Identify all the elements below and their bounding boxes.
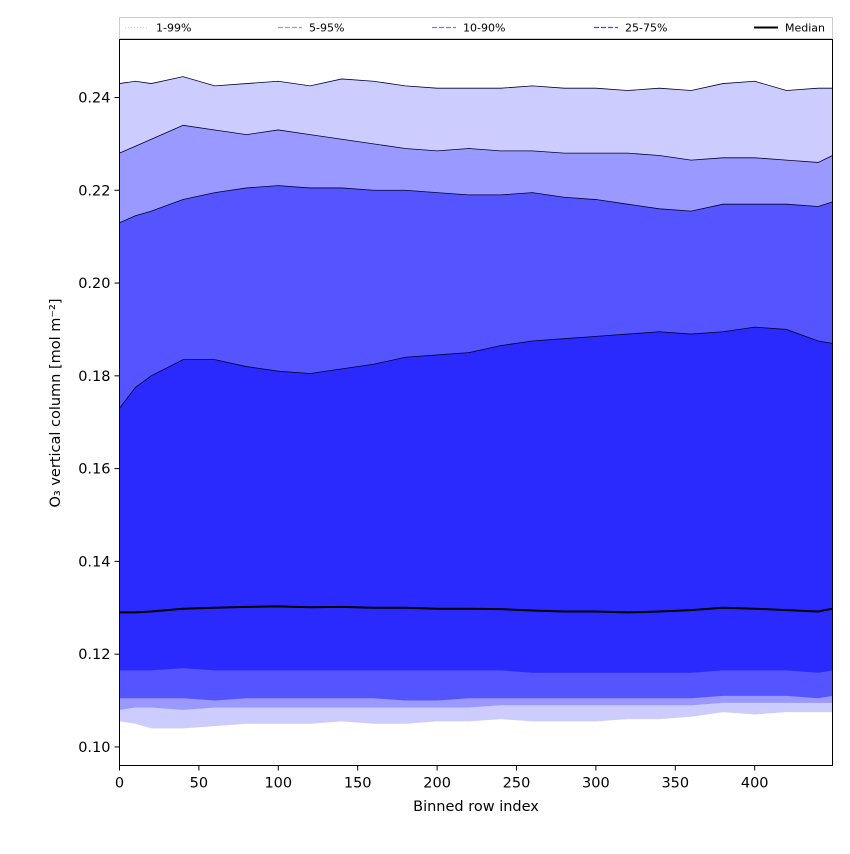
y-tick-label: 0.16	[78, 462, 110, 478]
x-tick-label: 100	[264, 776, 292, 792]
lines-layer	[119, 76, 833, 614]
y-tick-label: 0.24	[78, 90, 110, 106]
legend-box	[119, 17, 833, 39]
y-tick-label: 0.20	[78, 276, 110, 292]
bands-layer	[119, 76, 833, 729]
y-tick-label: 0.18	[78, 369, 110, 385]
y-tick-label: 0.22	[78, 183, 110, 199]
x-tick-label: 350	[661, 776, 689, 792]
band-upper-edge-5-95pct	[119, 124, 833, 163]
legend: 1-99% 5-95% 10-90% 25-75% Median	[119, 17, 833, 39]
y-axis: 0.10 0.12 0.14 0.16 0.18 0.20 0.22 0.24	[78, 90, 120, 756]
x-tick-label: 0	[115, 776, 124, 792]
x-axis: 0 50 100 150 200 250 300 350 400	[115, 765, 769, 792]
legend-label: 5-95%	[309, 22, 344, 35]
y-tick-label: 0.10	[78, 740, 110, 756]
y-tick-label: 0.14	[78, 554, 110, 570]
x-tick-label: 300	[582, 776, 610, 792]
band-25-75pct	[119, 327, 833, 673]
y-tick-label: 0.12	[78, 647, 110, 663]
x-tick-label: 400	[741, 776, 769, 792]
band-upper-edge-10-90pct	[119, 185, 833, 224]
legend-label: 10-90%	[463, 22, 505, 35]
legend-label: Median	[785, 22, 825, 35]
legend-label: 25-75%	[625, 22, 667, 35]
band-upper-edge-25-75pct	[119, 326, 833, 409]
legend-label: 1-99%	[156, 22, 191, 35]
x-tick-label: 50	[190, 776, 208, 792]
y-axis-title: O₃ vertical column [mol m⁻²]	[48, 298, 64, 507]
series-line-median	[119, 605, 833, 614]
plot-frame	[119, 39, 833, 766]
x-axis-title: Binned row index	[413, 799, 539, 815]
x-tick-label: 150	[344, 776, 372, 792]
x-tick-label: 200	[423, 776, 451, 792]
band-upper-edge-1-99pct	[119, 76, 833, 91]
x-tick-label: 250	[503, 776, 531, 792]
